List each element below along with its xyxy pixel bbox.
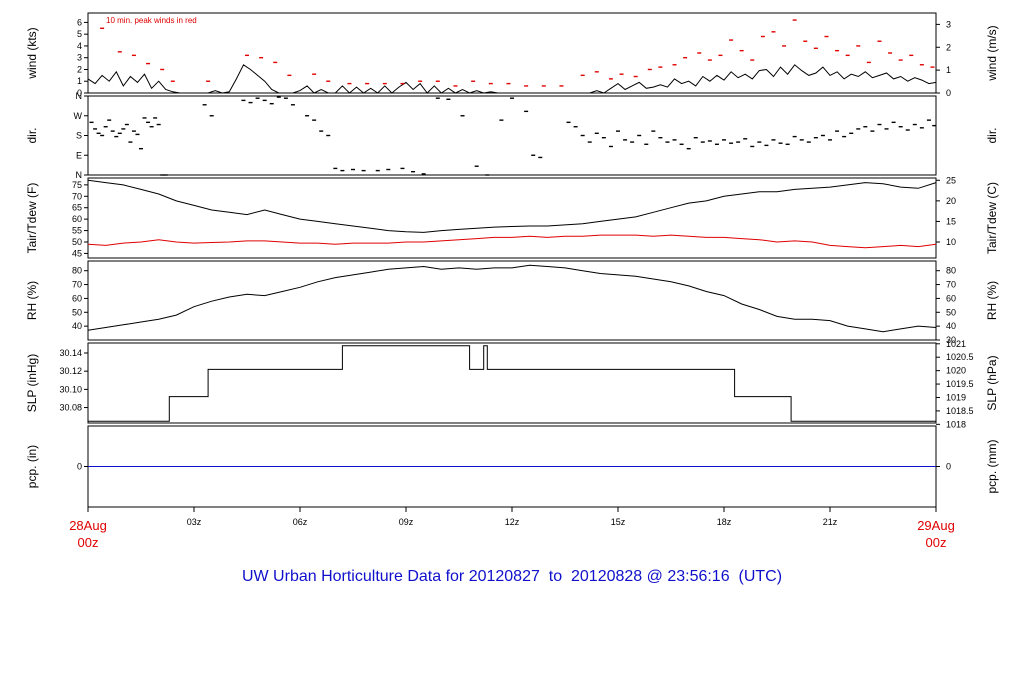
y-tick-label-left: N [76, 91, 83, 101]
y-tick-label-right: 25 [946, 175, 956, 185]
y-axis-label-left: RH (%) [25, 281, 39, 320]
y-tick-label-left: 4 [77, 41, 82, 51]
y-tick-label-left: 45 [72, 248, 82, 258]
y-tick-label-right: 0 [946, 88, 951, 98]
y-tick-label-right: 80 [946, 266, 956, 276]
y-tick-label-right: 1020 [946, 366, 966, 376]
x-end-label-hour: 00z [926, 535, 947, 550]
y-axis-label-right: wind (m/s) [985, 25, 999, 81]
y-tick-label-right: 20 [946, 196, 956, 206]
temp-series-line-1 [87, 234, 937, 249]
y-axis-label-right: dir. [985, 127, 999, 143]
y-tick-label-left: E [76, 150, 82, 160]
y-tick-label-left: 1 [77, 76, 82, 86]
x-end-label-date: 29Aug [917, 518, 955, 533]
y-tick-label-left: 40 [72, 321, 82, 331]
y-tick-label-left: 50 [72, 307, 82, 317]
y-tick-label-left: 5 [77, 29, 82, 39]
y-axis-label-right: Tair/Tdew (C) [985, 182, 999, 254]
x-start-label-hour: 00z [78, 535, 99, 550]
y-tick-label-right: 50 [946, 307, 956, 317]
y-tick-label-right: 60 [946, 293, 956, 303]
y-tick-label-left: 65 [72, 203, 82, 213]
y-tick-label-left: N [76, 170, 83, 180]
y-tick-label-left: 70 [72, 280, 82, 290]
x-tick-label: 12z [505, 517, 520, 527]
y-tick-label-right: 0 [946, 462, 951, 472]
y-tick-label-right: 70 [946, 280, 956, 290]
panel-frame-temp [87, 177, 937, 259]
x-tick-label: 18z [717, 517, 732, 527]
y-axis-label-left: Tair/Tdew (F) [25, 183, 39, 254]
y-tick-label-left: 30.08 [59, 403, 82, 413]
y-tick-label-left: 80 [72, 266, 82, 276]
y-tick-label-right: 1019.5 [946, 379, 974, 389]
y-axis-label-right: SLP (hPa) [985, 355, 999, 410]
y-tick-label-right: 1021 [946, 339, 966, 349]
x-tick-label: 06z [293, 517, 308, 527]
y-tick-label-left: 0 [77, 88, 82, 98]
y-tick-label-left: 30.10 [59, 384, 82, 394]
y-axis-label-left: SLP (inHg) [25, 354, 39, 412]
y-tick-label-left: 60 [72, 293, 82, 303]
y-axis-label-right: RH (%) [985, 281, 999, 320]
y-tick-label-right: 40 [946, 321, 956, 331]
y-tick-label-right: 1020.5 [946, 352, 974, 362]
y-tick-label-left: 55 [72, 226, 82, 236]
y-tick-label-right: 1 [946, 65, 951, 75]
y-tick-label-right: 3 [946, 19, 951, 29]
y-tick-label-right: 30 [946, 335, 956, 345]
wind-series-line-0 [87, 64, 937, 94]
temp-series-line-0 [87, 179, 937, 233]
panel-frame-wind [87, 12, 937, 94]
x-tick-label: 21z [823, 517, 838, 527]
y-axis-label-left: wind (kts) [25, 27, 39, 79]
y-tick-label-left: 6 [77, 17, 82, 27]
chart-title: UW Urban Horticulture Data for 20120827 … [241, 568, 783, 585]
peak-wind-annotation: 10 min. peak winds in red [106, 16, 197, 25]
x-tick-label: 15z [611, 517, 626, 527]
y-axis-label-left: pcp. (in) [25, 445, 39, 488]
panel-frame-dir [87, 95, 937, 176]
y-tick-label-right: 1018 [946, 419, 966, 429]
y-tick-label-left: 30.14 [59, 348, 82, 358]
y-tick-label-left: W [74, 111, 83, 121]
y-tick-label-left: 60 [72, 214, 82, 224]
y-tick-label-right: 15 [946, 216, 956, 226]
y-tick-label-left: 70 [72, 191, 82, 201]
panel-frame-slp [87, 342, 937, 424]
x-start-label-date: 28Aug [69, 518, 107, 533]
y-tick-label-right: 10 [946, 237, 956, 247]
y-tick-label-left: 0 [77, 462, 82, 472]
y-tick-label-left: 2 [77, 64, 82, 74]
x-tick-label: 09z [399, 517, 414, 527]
slp-series-line-0 [88, 345, 936, 422]
rh-series-line-0 [87, 264, 937, 333]
y-axis-label-right: pcp. (mm) [985, 439, 999, 493]
y-tick-label-left: 75 [72, 180, 82, 190]
y-tick-label-right: 2 [946, 42, 951, 52]
y-tick-label-left: S [76, 131, 82, 141]
y-axis-label-left: dir. [25, 127, 39, 143]
y-tick-label-right: 1019 [946, 392, 966, 402]
y-tick-label-left: 50 [72, 237, 82, 247]
y-tick-label-left: 30.12 [59, 366, 82, 376]
y-tick-label-left: 3 [77, 53, 82, 63]
panel-frame-rh [87, 260, 937, 341]
x-tick-label: 03z [187, 517, 202, 527]
y-tick-label-right: 1018.5 [946, 406, 974, 416]
